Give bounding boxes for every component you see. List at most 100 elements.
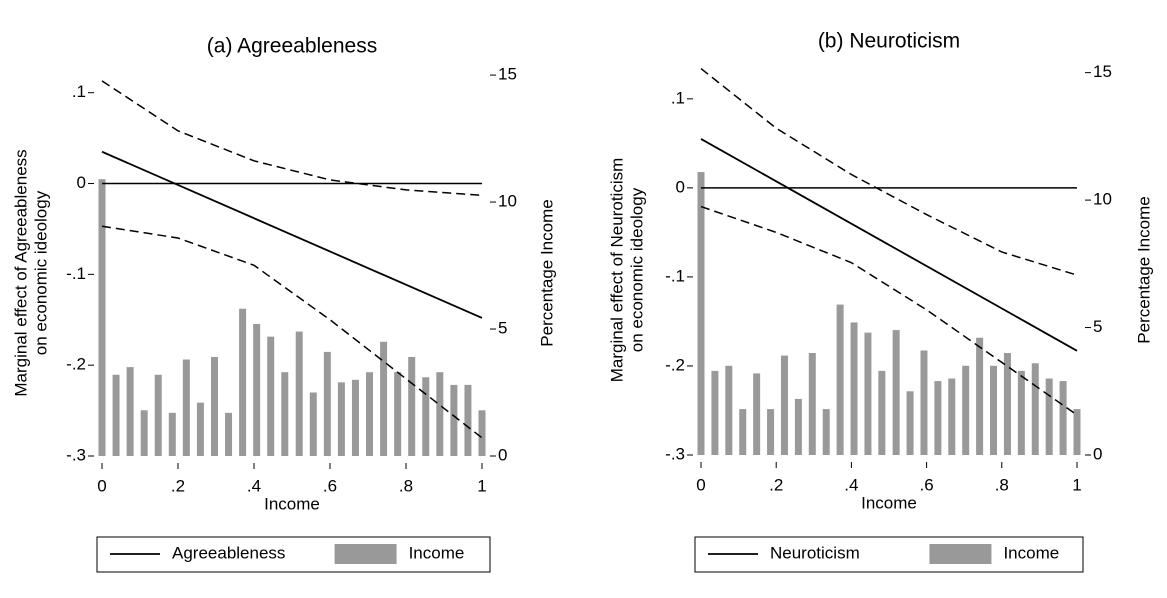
confidence-bound [700,67,1078,276]
bar [337,382,345,456]
bar [836,304,844,455]
bar [210,356,218,456]
y2-tick-label: 15 [1093,62,1112,81]
bar [920,350,928,455]
y-tick-label: -.3 [665,444,685,463]
x-tick-label: 1 [477,476,486,495]
bar [711,370,719,455]
bar [281,372,289,456]
bar [196,402,204,456]
y-tick-label: .1 [671,88,685,107]
bar [168,412,176,456]
bar [225,412,233,456]
bar [864,332,872,455]
x-tick-label: .8 [399,476,413,495]
bar [112,374,120,456]
bar [767,409,775,455]
bar [267,336,275,456]
x-tick-label: 0 [696,475,705,494]
bar [976,337,984,455]
legend-label: Agreeableness [172,543,285,562]
chart-title: (a) Agreeableness [207,35,377,58]
bar [1045,378,1053,455]
bar [822,409,830,455]
x-tick-label: 1 [1072,475,1081,494]
bar [1003,353,1011,455]
bar [323,351,331,456]
bar [98,179,106,456]
effect-line [700,138,1078,352]
y2-tick-label: 10 [498,192,517,211]
bar [1073,409,1081,455]
bar [962,365,970,455]
legend-box [694,536,1084,573]
y-axis-label: Marginal effect of Agreeableness [11,149,30,396]
x-tick-label: .2 [769,475,783,494]
x-tick-label: .4 [844,475,858,494]
x-tick-label: .2 [171,476,185,495]
y-axis-label: on economic ideology [627,187,646,352]
legend-swatch [929,544,992,564]
bar [850,322,858,455]
bar [253,323,261,456]
y-axis-label: Marginal effect of Neuroticism [607,158,626,383]
bar [295,331,303,456]
x-axis-label: Income [264,494,320,513]
y2-axis-label: Percentage Income [537,199,556,346]
bar [182,359,190,456]
confidence-bound [700,205,1078,416]
bar [948,378,956,455]
effect-line [101,150,483,319]
bar [380,341,388,456]
y-tick-label: .1 [72,82,86,101]
x-tick-label: .8 [995,475,1009,494]
legend-label: Neuroticism [770,543,860,562]
panel: (a) Agreeableness -.3 -.2 -.1 0 .1 0 5 10 15 0 .2 .4… [11,35,556,573]
y2-tick-label: 15 [498,65,517,84]
y-tick-label: -.2 [665,355,685,374]
bar [934,381,942,455]
bar [154,374,162,456]
bar [1017,370,1025,455]
y2-tick-label: 5 [1093,317,1102,336]
bar [878,370,886,455]
x-tick-label: .6 [920,475,934,494]
confidence-bound [101,80,483,197]
bar [725,365,733,455]
y-tick-label: -.1 [66,264,86,283]
bar [753,373,761,455]
bar [892,330,900,455]
bar [422,377,430,456]
bar [408,356,416,456]
bar [239,308,247,456]
y2-tick-label: 5 [498,319,507,338]
bar [351,379,359,456]
panel: (b) Neuroticism -.3 -.2 -.1 0 .1 0 5 10 15 0 .2 .4 .6… [607,30,1153,573]
y-tick-label: -.2 [66,355,86,374]
bar [309,392,317,456]
y2-tick-label: 0 [498,445,507,464]
bar [464,384,472,456]
bar [780,355,788,455]
x-tick-label: 0 [97,476,106,495]
y-axis-label: on economic ideology [31,190,50,355]
bar [794,398,802,455]
bar [450,384,458,456]
bar [739,409,747,455]
bar [394,372,402,456]
y2-axis-label: Percentage Income [1134,196,1153,343]
bar [436,372,444,456]
y-tick-label: 0 [77,173,86,192]
bar [1059,381,1067,455]
x-axis-label: Income [861,493,917,512]
bar [478,410,486,456]
bar [126,367,134,456]
legend-box [96,536,491,573]
bar [1031,363,1039,455]
bar [808,353,816,455]
y2-tick-label: 0 [1093,444,1102,463]
x-tick-label: .4 [247,476,261,495]
y-tick-label: -.1 [665,266,685,285]
confidence-bound [101,225,483,439]
